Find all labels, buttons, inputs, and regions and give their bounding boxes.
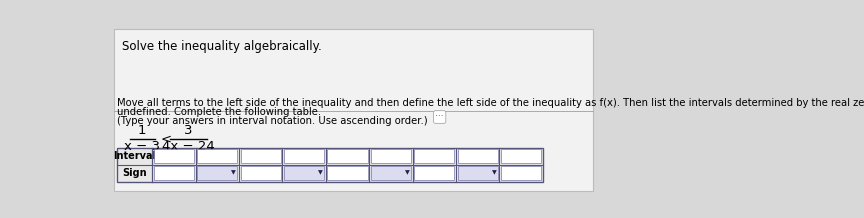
Text: ···: ···	[435, 112, 444, 121]
Text: ▼: ▼	[232, 171, 236, 176]
Bar	[197, 166, 238, 180]
Text: 3: 3	[184, 124, 193, 137]
Text: Move all terms to the left side of the inequality and then define the left side : Move all terms to the left side of the i…	[118, 98, 864, 108]
Bar	[501, 166, 541, 180]
Text: 4x − 24: 4x − 24	[162, 140, 215, 153]
Bar	[118, 148, 543, 182]
Bar	[327, 166, 367, 180]
Text: Sign: Sign	[123, 168, 147, 178]
Bar	[154, 149, 194, 163]
Text: ▼: ▼	[492, 171, 496, 176]
Text: ▼: ▼	[404, 171, 410, 176]
Bar	[458, 149, 498, 163]
Bar	[327, 149, 367, 163]
Text: undefined. Complete the following table.: undefined. Complete the following table.	[118, 107, 321, 117]
Bar	[501, 149, 541, 163]
Text: (Type your answers in interval notation. Use ascending order.): (Type your answers in interval notation.…	[118, 116, 428, 126]
Bar	[458, 166, 498, 180]
Text: x − 3: x − 3	[124, 140, 160, 153]
Text: Solve the inequality algebraically.: Solve the inequality algebraically.	[122, 40, 321, 53]
Bar	[371, 149, 411, 163]
Text: ▼: ▼	[318, 171, 323, 176]
Bar	[154, 166, 194, 180]
FancyBboxPatch shape	[114, 29, 594, 191]
Bar	[240, 166, 281, 180]
Bar	[284, 166, 324, 180]
Bar	[414, 166, 454, 180]
Text: Interval: Interval	[113, 151, 156, 161]
Bar	[371, 166, 411, 180]
Text: <: <	[161, 132, 172, 145]
Bar	[197, 149, 238, 163]
Bar	[240, 149, 281, 163]
Text: 1: 1	[138, 124, 146, 137]
Bar	[284, 149, 324, 163]
Bar	[414, 149, 454, 163]
